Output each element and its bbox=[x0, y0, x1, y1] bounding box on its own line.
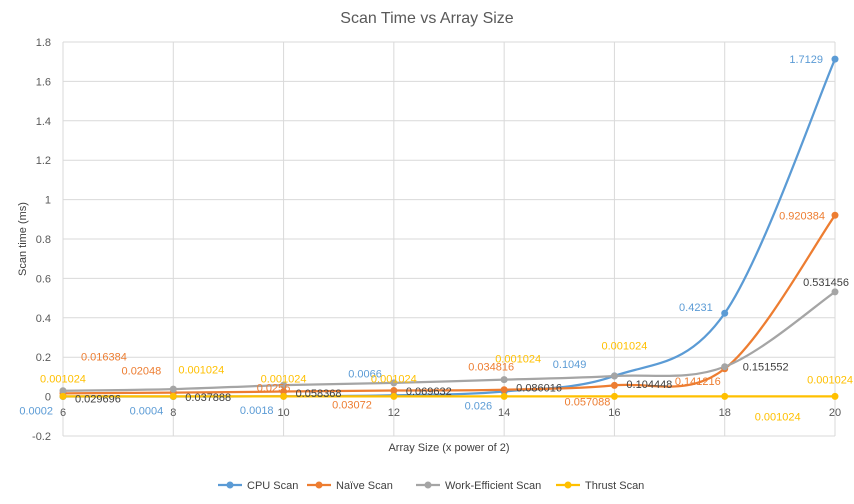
data-label: 0.001024 bbox=[261, 373, 307, 385]
data-label: 0.104448 bbox=[626, 379, 672, 391]
legend-marker bbox=[424, 481, 432, 489]
data-labels: 0.0002 0.0004 0.0018 0.0066 0.026 0.1049 0.423… bbox=[19, 54, 853, 423]
y-tick-label: 1 bbox=[45, 195, 51, 207]
data-label: 0.069632 bbox=[406, 386, 452, 398]
data-label: 0.0004 bbox=[130, 406, 164, 418]
x-tick-label: 6 bbox=[60, 407, 66, 419]
legend-marker bbox=[564, 481, 572, 489]
data-label: 0.026 bbox=[465, 400, 493, 412]
data-label: 0.001024 bbox=[495, 353, 541, 365]
data-label: 0.001024 bbox=[40, 373, 86, 385]
data-point bbox=[831, 288, 839, 296]
y-tick-label: 0.4 bbox=[36, 313, 51, 325]
data-point bbox=[280, 388, 288, 396]
y-axis-title: Scan time (ms) bbox=[17, 202, 29, 276]
series-lines bbox=[62, 58, 837, 398]
data-point bbox=[831, 211, 839, 219]
legend-label: Work-Efficient Scan bbox=[445, 480, 541, 492]
y-axis-ticks: -0.2 0 0.2 0.4 0.6 0.8 1 1.2 1.4 1.6 1.8 bbox=[32, 37, 51, 443]
data-label: 0.1049 bbox=[553, 359, 587, 371]
data-point bbox=[500, 386, 508, 394]
data-label: 0.057088 bbox=[565, 396, 611, 408]
x-tick-label: 10 bbox=[277, 407, 289, 419]
x-tick-label: 18 bbox=[719, 407, 731, 419]
x-tick-label: 16 bbox=[608, 407, 620, 419]
series-line bbox=[62, 290, 836, 392]
y-tick-label: 0 bbox=[45, 392, 51, 404]
data-point bbox=[390, 379, 398, 387]
data-point bbox=[831, 392, 839, 400]
y-tick-label: 1.8 bbox=[36, 37, 51, 49]
data-point bbox=[721, 309, 729, 317]
data-point bbox=[390, 387, 398, 395]
y-tick-label: 1.2 bbox=[36, 155, 51, 167]
x-axis-title: Array Size (x power of 2) bbox=[388, 442, 509, 454]
legend-marker bbox=[315, 481, 323, 489]
data-label: 0.0018 bbox=[240, 405, 274, 417]
data-label: 0.001024 bbox=[178, 364, 224, 376]
legend-marker bbox=[226, 481, 234, 489]
data-label: 0.001024 bbox=[371, 373, 417, 385]
data-label: 0.037888 bbox=[185, 392, 231, 404]
y-tick-label: 1.4 bbox=[36, 116, 51, 128]
data-point bbox=[500, 392, 508, 400]
data-point bbox=[831, 55, 839, 63]
data-point bbox=[59, 387, 67, 395]
data-label: 1.7129 bbox=[789, 54, 823, 66]
data-label: 0.151552 bbox=[743, 362, 789, 374]
y-tick-label: 0.8 bbox=[36, 234, 51, 246]
x-axis-ticks: 6 8 10 12 14 16 18 20 bbox=[60, 407, 841, 419]
x-tick-label: 20 bbox=[829, 407, 841, 419]
data-label: 0.141216 bbox=[675, 376, 721, 388]
y-tick-label: 0.2 bbox=[36, 352, 51, 364]
data-label: 0.058368 bbox=[296, 388, 342, 400]
data-label: 0.4231 bbox=[679, 302, 713, 314]
chart-title: Scan Time vs Array Size bbox=[340, 10, 513, 27]
data-label: 0.0002 bbox=[19, 406, 53, 418]
data-point bbox=[610, 372, 618, 380]
data-label: 0.001024 bbox=[601, 340, 647, 352]
y-tick-label: 0.6 bbox=[36, 273, 51, 285]
legend-label: CPU Scan bbox=[247, 480, 298, 492]
data-point bbox=[280, 381, 288, 389]
data-label: 0.920384 bbox=[779, 210, 825, 222]
data-point bbox=[610, 392, 618, 400]
grid-lines bbox=[62, 41, 836, 437]
data-label: 0.0066 bbox=[348, 368, 382, 380]
x-tick-label: 8 bbox=[170, 407, 176, 419]
series-line bbox=[62, 58, 837, 398]
data-point bbox=[59, 392, 67, 400]
data-label: 0.034816 bbox=[468, 362, 514, 374]
series-points bbox=[59, 55, 839, 401]
data-label: 0.531456 bbox=[803, 277, 849, 289]
data-label: 0.03072 bbox=[332, 400, 372, 412]
data-point bbox=[500, 376, 508, 384]
data-point bbox=[280, 392, 288, 400]
data-point bbox=[610, 381, 618, 389]
data-point bbox=[721, 363, 729, 371]
data-label: 0.086016 bbox=[516, 383, 562, 395]
data-label: 0.02048 bbox=[122, 366, 162, 378]
legend: CPU Scan Naïve Scan Work-Efficient Scan Thr… bbox=[218, 480, 644, 492]
legend-label: Thrust Scan bbox=[585, 480, 644, 492]
x-tick-label: 12 bbox=[388, 407, 400, 419]
data-point bbox=[390, 392, 398, 400]
y-tick-label: 1.6 bbox=[36, 76, 51, 88]
data-label: 0.001024 bbox=[755, 411, 801, 423]
legend-label: Naïve Scan bbox=[336, 480, 393, 492]
data-point bbox=[721, 392, 729, 400]
data-label: 0.029696 bbox=[75, 394, 121, 406]
data-label: 0.001024 bbox=[807, 374, 853, 386]
y-tick-label: -0.2 bbox=[32, 431, 51, 443]
x-tick-label: 14 bbox=[498, 407, 510, 419]
data-label: 0.0256 bbox=[257, 383, 291, 395]
data-point bbox=[169, 385, 177, 393]
data-label: 0.016384 bbox=[81, 351, 127, 363]
data-point bbox=[169, 392, 177, 400]
